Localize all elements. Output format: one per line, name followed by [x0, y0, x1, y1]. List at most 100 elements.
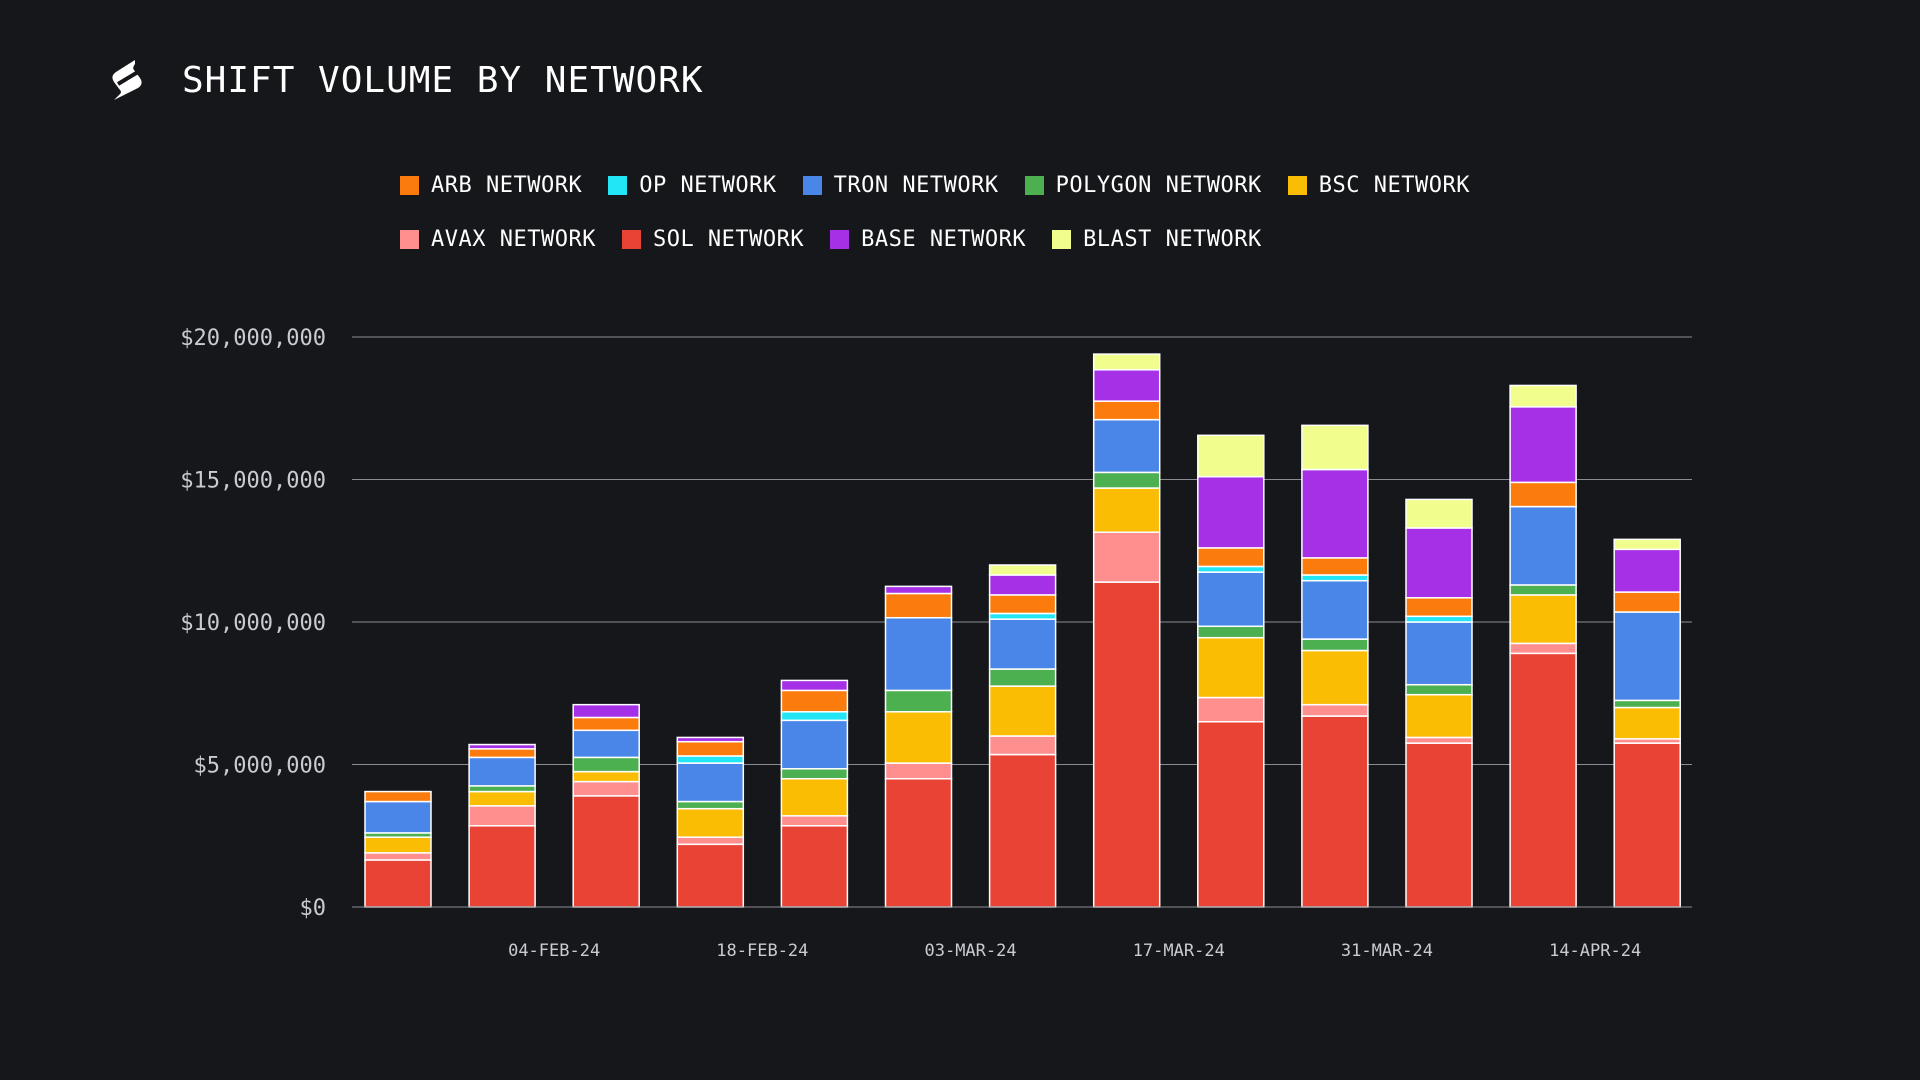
bar-segment[interactable] [1301, 703, 1369, 717]
bar-segment[interactable] [1197, 547, 1265, 568]
bar-segment[interactable] [364, 790, 432, 803]
bar-segment[interactable] [1092, 487, 1161, 533]
bar-segment[interactable] [884, 689, 953, 713]
bar-segment[interactable] [1613, 611, 1681, 702]
bar-segment[interactable] [988, 668, 1057, 687]
bar-segment[interactable] [572, 703, 640, 719]
bar-segment[interactable] [1405, 736, 1473, 744]
bar-segment[interactable] [884, 762, 953, 780]
bar-segment[interactable] [1197, 721, 1265, 908]
bar-segment[interactable] [1197, 434, 1265, 478]
bar-segment[interactable] [468, 748, 536, 759]
bar-segment[interactable] [780, 679, 849, 692]
bar-segment[interactable] [364, 836, 432, 854]
bar-segment[interactable] [1301, 574, 1369, 582]
bar-segment[interactable] [884, 778, 953, 908]
bar-segment[interactable] [1197, 636, 1265, 699]
bar-segment[interactable] [1092, 353, 1161, 371]
bar-segment[interactable] [572, 729, 640, 759]
bar-segment[interactable] [468, 825, 536, 908]
bar-segment[interactable] [364, 852, 432, 861]
bar-segment[interactable] [1197, 696, 1265, 723]
bar-segment[interactable] [468, 785, 536, 793]
bar-segment[interactable] [572, 795, 640, 908]
bar-segment[interactable] [676, 843, 745, 908]
bar-segment[interactable] [676, 740, 745, 757]
bar-segment[interactable] [884, 616, 953, 692]
bar-segment[interactable] [468, 743, 536, 750]
bar-segment[interactable] [1405, 683, 1473, 696]
bar-segment[interactable] [884, 592, 953, 619]
bar-segment[interactable] [1509, 584, 1577, 596]
bar-segment[interactable] [364, 800, 432, 834]
bar-segment[interactable] [1509, 594, 1577, 645]
bar-segment[interactable] [676, 836, 745, 846]
bar-segment[interactable] [1301, 715, 1369, 908]
bar-segment[interactable] [1405, 527, 1473, 599]
bar-segment[interactable] [1405, 693, 1473, 739]
bar-segment[interactable] [676, 736, 745, 743]
bar-segment[interactable] [988, 612, 1057, 620]
bar-segment[interactable] [1613, 538, 1681, 551]
bar-segment[interactable] [364, 859, 432, 908]
bar-segment[interactable] [988, 574, 1057, 596]
bar-segment[interactable] [1509, 642, 1577, 655]
bar-segment[interactable] [884, 711, 953, 764]
bar-segment[interactable] [1092, 418, 1161, 474]
bar-segment[interactable] [1509, 406, 1577, 484]
bar-segment[interactable] [1613, 548, 1681, 593]
bar-segment[interactable] [1092, 369, 1161, 402]
bar-segment[interactable] [1405, 615, 1473, 623]
bar-segment[interactable] [1509, 481, 1577, 508]
bar-segment[interactable] [1092, 471, 1161, 489]
bar-segment[interactable] [780, 719, 849, 770]
bar-segment[interactable] [1405, 498, 1473, 529]
bar-segment[interactable] [1092, 581, 1161, 908]
bar-segment[interactable] [988, 618, 1057, 670]
bar-segment[interactable] [1197, 625, 1265, 639]
bar-segment[interactable] [988, 685, 1057, 737]
bar-segment[interactable] [780, 825, 849, 908]
bar-segment[interactable] [1509, 652, 1577, 908]
bar-segment[interactable] [1509, 505, 1577, 586]
bar-segment[interactable] [1197, 571, 1265, 628]
bar-segment[interactable] [1301, 638, 1369, 652]
bar-segment[interactable] [780, 815, 849, 827]
bar-segment[interactable] [468, 756, 536, 787]
bar-segment[interactable] [1613, 742, 1681, 908]
bar-segment[interactable] [884, 585, 953, 595]
bar-segment[interactable] [780, 711, 849, 722]
bar-segment[interactable] [572, 756, 640, 773]
bar-segment[interactable] [1301, 579, 1369, 640]
bar-segment[interactable] [780, 768, 849, 780]
bar-segment[interactable] [572, 770, 640, 783]
bar-segment[interactable] [676, 755, 745, 764]
bar-segment[interactable] [1197, 565, 1265, 573]
bar-segment[interactable] [1405, 742, 1473, 908]
bar-segment[interactable] [988, 735, 1057, 756]
bar-segment[interactable] [1613, 591, 1681, 613]
bar-segment[interactable] [1405, 597, 1473, 618]
bar-segment[interactable] [1092, 400, 1161, 421]
bar-segment[interactable] [676, 807, 745, 838]
bar-segment[interactable] [1301, 424, 1369, 471]
bar-segment[interactable] [1301, 557, 1369, 576]
bar-segment[interactable] [780, 689, 849, 713]
bar-segment[interactable] [1405, 621, 1473, 686]
bar-segment[interactable] [1613, 706, 1681, 740]
bar-segment[interactable] [988, 564, 1057, 576]
bar-segment[interactable] [988, 594, 1057, 615]
bar-segment[interactable] [572, 780, 640, 797]
bar-segment[interactable] [1197, 475, 1265, 549]
bar-segment[interactable] [1092, 531, 1161, 583]
bar-segment[interactable] [572, 716, 640, 732]
bar-segment[interactable] [988, 753, 1057, 908]
bar-segment[interactable] [1509, 384, 1577, 408]
bar-segment[interactable] [676, 800, 745, 810]
bar-segment[interactable] [468, 805, 536, 827]
bar-segment[interactable] [1301, 649, 1369, 706]
bar-segment[interactable] [676, 762, 745, 803]
bar-segment[interactable] [1301, 468, 1369, 559]
bar-segment[interactable] [468, 790, 536, 807]
bar-segment[interactable] [780, 778, 849, 817]
